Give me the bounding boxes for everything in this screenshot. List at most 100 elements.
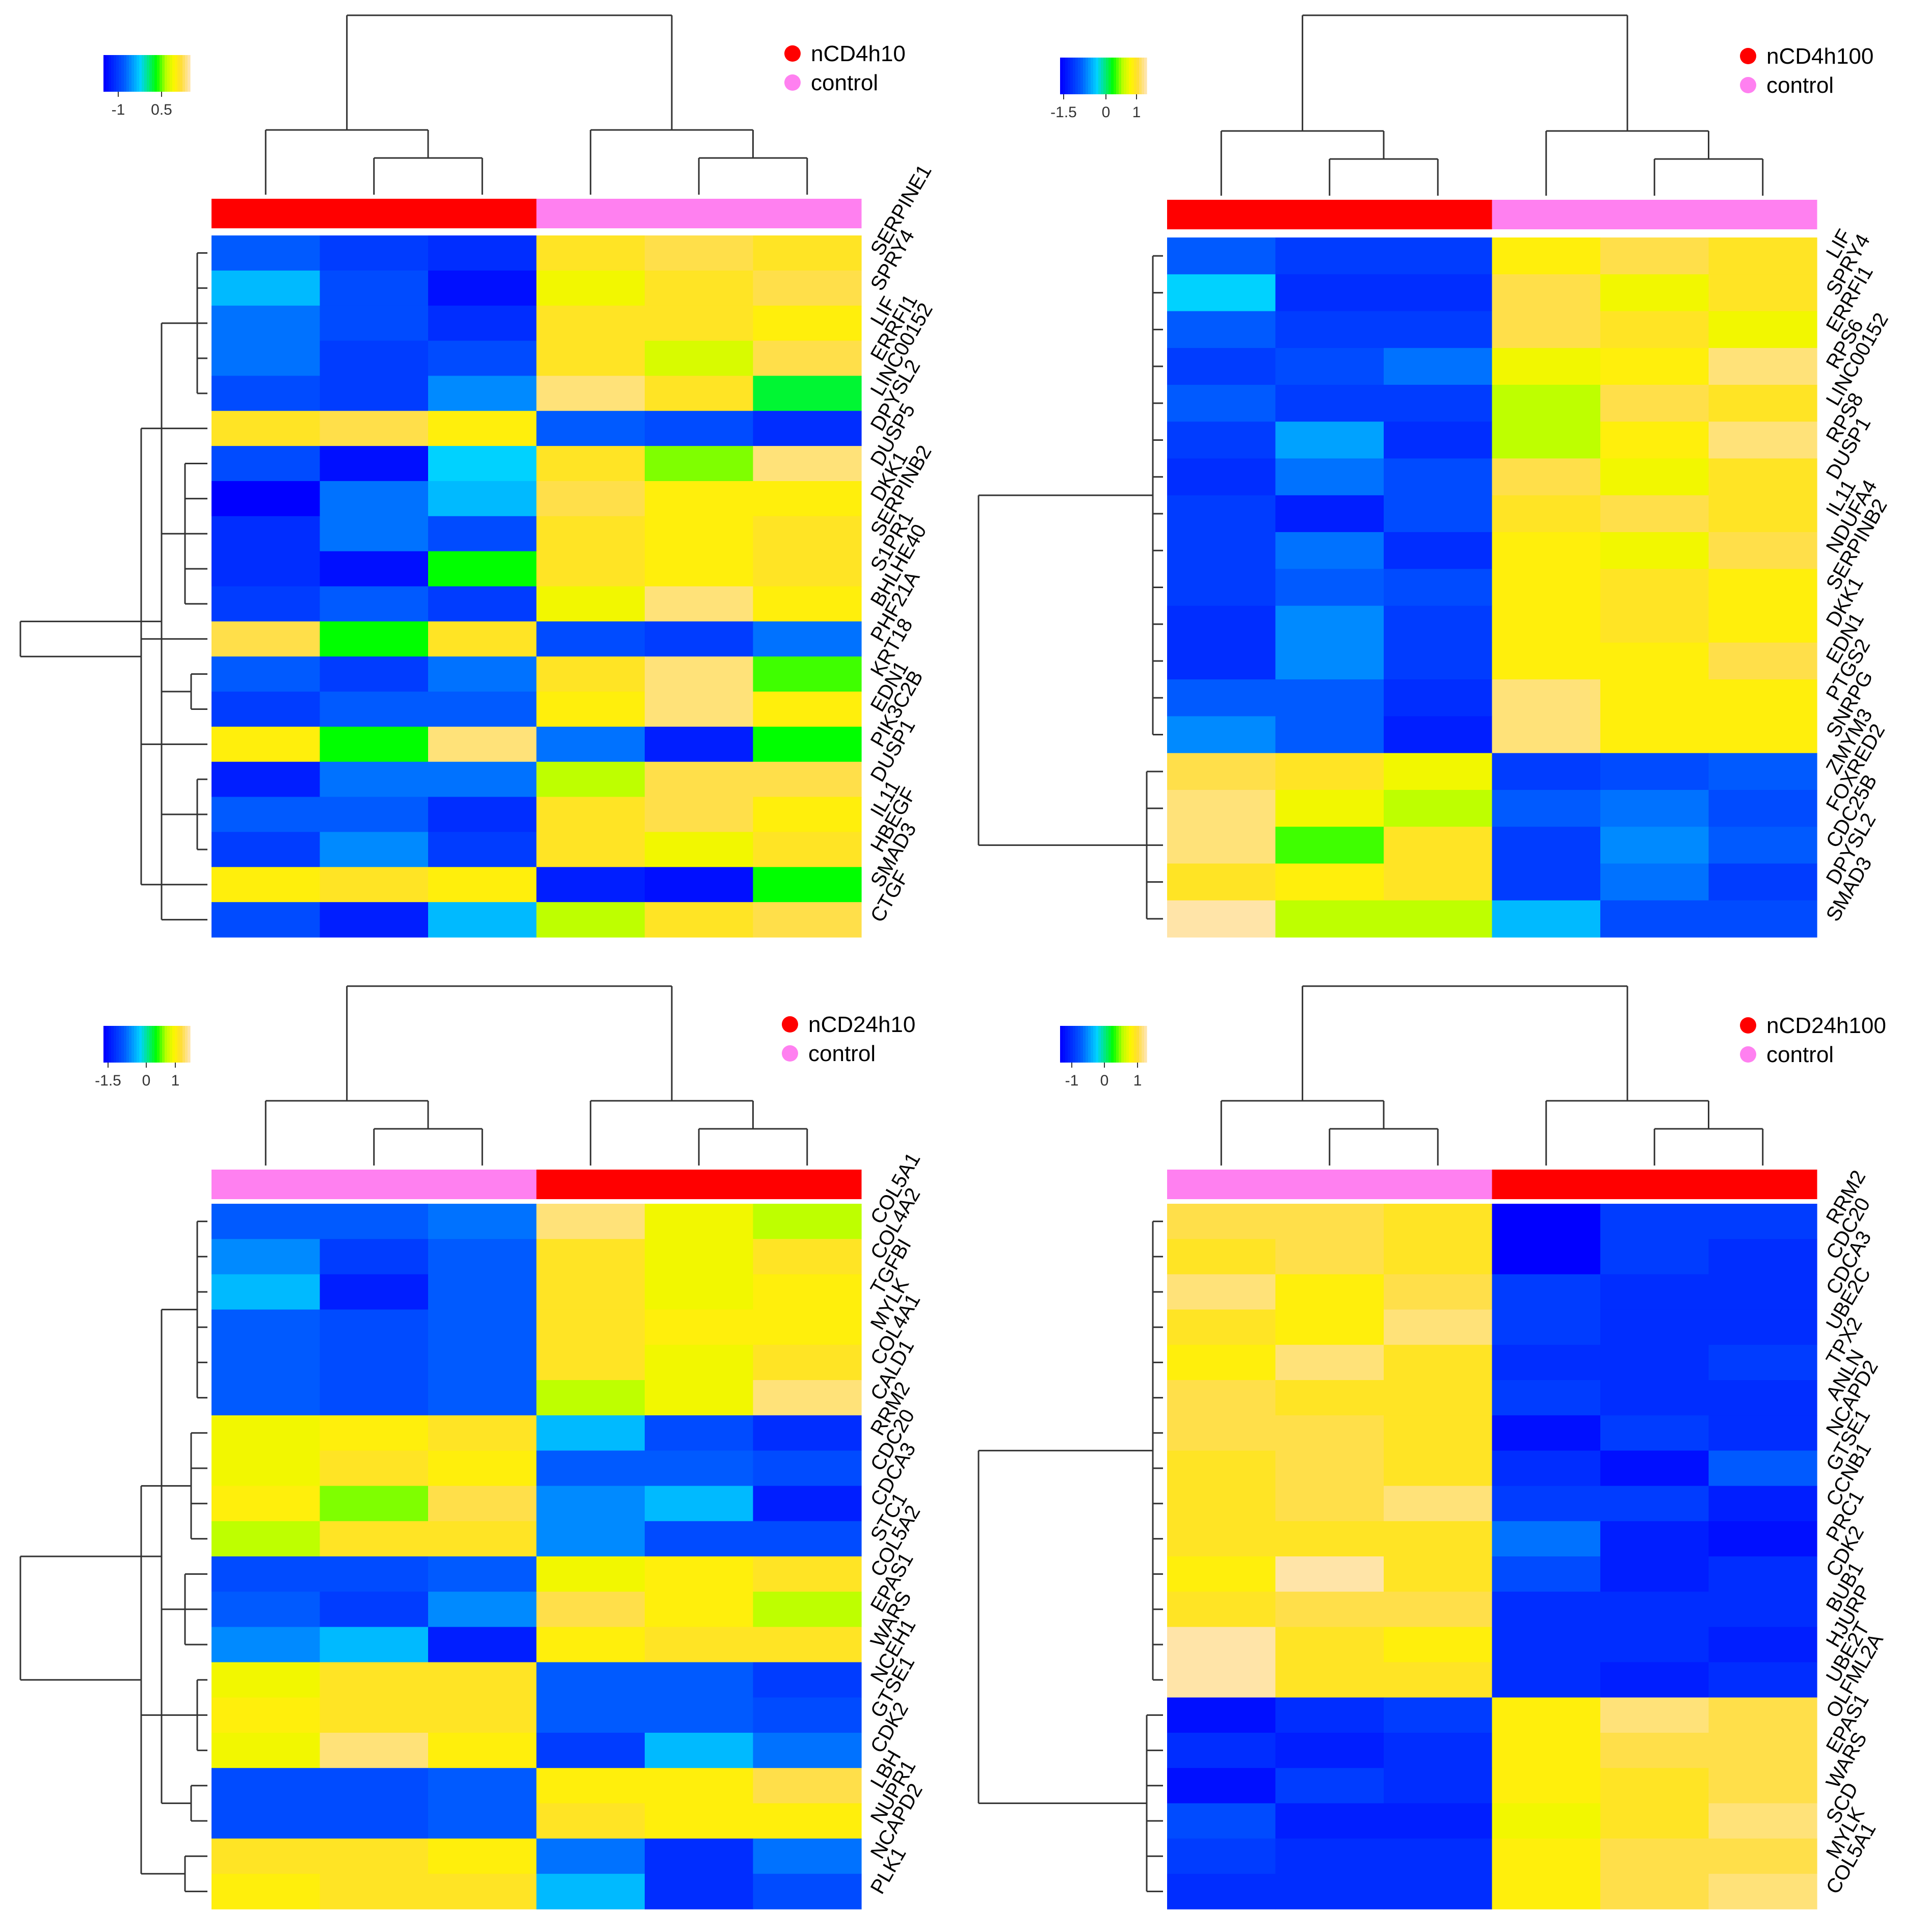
heatmap-cell-gtse1-4 xyxy=(1492,1450,1601,1487)
heatmap-cell-edn1-5 xyxy=(645,692,754,727)
heatmap-cell-gtse1-2 xyxy=(1275,1450,1384,1487)
heatmap-cell-lif-2 xyxy=(320,305,429,341)
scale-swatch xyxy=(144,55,147,92)
scale-swatch xyxy=(1073,58,1076,94)
heatmap-cell-errfi1-3 xyxy=(1384,311,1493,349)
annotation-cell-control xyxy=(1384,1170,1492,1199)
heatmap-cell-dusp5-5 xyxy=(645,446,754,482)
heatmap-cell-dpysl2-4 xyxy=(1492,863,1601,901)
heatmap-cell-tgfbi-3 xyxy=(428,1274,537,1310)
heatmap-cell-ccnb1-6 xyxy=(1708,1486,1817,1522)
heatmap-cell-lif-2 xyxy=(1275,237,1384,275)
heatmap-cell-anln-2 xyxy=(1275,1380,1384,1416)
heatmap-cell-spry4-4 xyxy=(1492,274,1601,312)
scale-swatch xyxy=(1103,1026,1106,1063)
heatmap-cell-cdc20-3 xyxy=(1384,1239,1493,1275)
scale-swatch xyxy=(1101,58,1104,94)
heatmap-cell-dpysl2-2 xyxy=(320,411,429,446)
heatmap-cell-cdca3-1 xyxy=(1167,1274,1276,1310)
heatmap-cell-wars-2 xyxy=(1275,1768,1384,1804)
heatmap-cell-snrpg-5 xyxy=(1600,716,1709,754)
heatmap-cell-ndufa4-4 xyxy=(1492,532,1601,569)
heatmap-cell-cald1-1 xyxy=(212,1380,321,1416)
scale-swatch xyxy=(1114,1026,1117,1063)
heatmap-cell-prc1-1 xyxy=(1167,1521,1276,1557)
heatmap-cell-pik3c2b-2 xyxy=(320,726,429,762)
heatmap-cell-krt18-4 xyxy=(536,656,645,692)
heatmap-cell-cdca3-3 xyxy=(1384,1274,1493,1310)
heatmap-cell-mylk-3 xyxy=(428,1309,537,1345)
heatmap-cell-hbegf-3 xyxy=(428,832,537,867)
scale-swatch xyxy=(106,55,109,92)
heatmap-cell-ndufa4-2 xyxy=(1275,532,1384,569)
heatmap-cell-plk1-5 xyxy=(645,1873,754,1910)
heatmap-cell-col5a1-4 xyxy=(1492,1873,1601,1910)
heatmap-cell-col5a1-1 xyxy=(212,1204,321,1239)
heatmap-cell-phf21a-2 xyxy=(320,621,429,657)
scale-swatch xyxy=(1063,1026,1066,1063)
scale-swatch xyxy=(1116,1026,1119,1063)
scale-swatch xyxy=(165,1026,168,1063)
heatmap-cell-errfi1-1 xyxy=(212,340,321,376)
heatmap-cell-tpx2-5 xyxy=(1600,1344,1709,1381)
heatmap-cell-olfml2a-2 xyxy=(1275,1697,1384,1733)
heatmap-cell-cdc20-5 xyxy=(1600,1239,1709,1275)
heatmap-cell-epas1-4 xyxy=(536,1592,645,1627)
heatmap-cell-spry4-2 xyxy=(1275,274,1384,312)
heatmap-cell-cdca3-2 xyxy=(320,1486,429,1522)
heatmap-cell-col5a1-5 xyxy=(645,1204,754,1239)
heatmap-cell-ncapd2-5 xyxy=(1600,1415,1709,1451)
heatmap-cell-zmym3-3 xyxy=(1384,753,1493,790)
heatmap-cell-prc1-5 xyxy=(1600,1521,1709,1557)
heatmap-cell-gtse1-6 xyxy=(753,1697,862,1733)
scale-swatch xyxy=(154,55,157,92)
scale-swatch xyxy=(114,55,117,92)
scale-swatch xyxy=(1142,58,1145,94)
heatmap-cell-dpysl2-1 xyxy=(1167,863,1276,901)
heatmap-cell-edn1-4 xyxy=(1492,642,1601,680)
legend-control-marker xyxy=(1740,1046,1756,1063)
heatmap-cell-wars-5 xyxy=(1600,1768,1709,1804)
column-annotation-bar xyxy=(1167,200,1817,229)
heatmap-cell-prc1-4 xyxy=(1492,1521,1601,1557)
heatmap-cell-cdc20-6 xyxy=(753,1450,862,1487)
scale-swatch xyxy=(116,1026,119,1063)
heatmap-cell-lbh-5 xyxy=(645,1768,754,1804)
heatmap-cells xyxy=(212,1204,862,1910)
heatmap-cell-il11-1 xyxy=(212,797,321,833)
scale-swatch xyxy=(160,55,163,92)
heatmap-cell-rrm2-4 xyxy=(1492,1204,1601,1239)
scale-swatch xyxy=(1106,58,1109,94)
heatmap-cell-gtse1-1 xyxy=(1167,1450,1276,1487)
heatmap-cell-cdk2-6 xyxy=(753,1733,862,1768)
heatmap-cell-s1pr1-3 xyxy=(428,551,537,587)
heatmap-panel-1: SERPINE1SPRY4LIFERRFI1LINC00152DPYSL2DUS… xyxy=(19,14,937,938)
heatmap-cell-col4a2-2 xyxy=(320,1239,429,1275)
heatmap-cell-zmym3-6 xyxy=(1708,753,1817,790)
scale-swatch xyxy=(1144,1026,1147,1063)
heatmap-cell-foxred2-5 xyxy=(1600,789,1709,827)
scale-swatch xyxy=(1075,58,1078,94)
heatmap-cell-smad3-1 xyxy=(212,867,321,903)
heatmap-cell-dusp1-3 xyxy=(1384,458,1493,496)
heatmap-cell-linc00152-3 xyxy=(428,376,537,411)
heatmap-cell-cdc20-6 xyxy=(1708,1239,1817,1275)
scale-swatch xyxy=(103,55,107,92)
scale-swatch xyxy=(172,1026,175,1063)
scale-swatch xyxy=(119,55,122,92)
heatmap-cell-nceh1-3 xyxy=(428,1662,537,1698)
heatmap-cell-lif-6 xyxy=(1708,237,1817,275)
heatmap-cell-serpine1-2 xyxy=(320,235,429,271)
heatmap-cell-smad3-2 xyxy=(1275,900,1384,938)
heatmap-cell-gtse1-6 xyxy=(1708,1450,1817,1487)
heatmap-cell-ncapd2-1 xyxy=(212,1838,321,1874)
heatmap-cell-cdc25b-4 xyxy=(1492,827,1601,864)
heatmap-cell-lif-1 xyxy=(212,305,321,341)
heatmap-cell-cdk2-5 xyxy=(1600,1556,1709,1592)
scale-swatch xyxy=(1116,58,1119,94)
heatmap-cell-edn1-4 xyxy=(536,692,645,727)
heatmap-cell-dusp5-1 xyxy=(212,446,321,482)
heatmap-cell-cdk2-1 xyxy=(212,1733,321,1768)
heatmap-cell-linc00152-3 xyxy=(1384,385,1493,422)
heatmap-cell-cdc25b-5 xyxy=(1600,827,1709,864)
